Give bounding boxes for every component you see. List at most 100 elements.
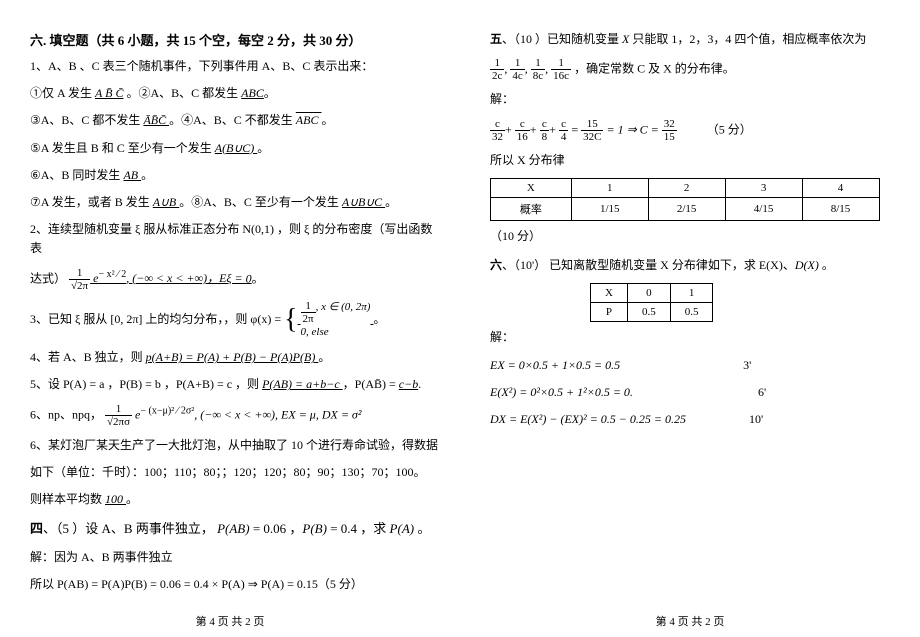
- e6d: 15: [662, 131, 677, 143]
- s5-title-text: 、（10 ）已知随机变量 X 只能取 1，2，3，4 四个值，相应概率依次为: [502, 32, 866, 46]
- q5-line: 5、设 P(A) = a ，P(B) = b ，P(A+B) = c ，则 P(…: [30, 375, 440, 394]
- piecewise-body: 1 2π , x ∈ (0, 2π) 0, else: [301, 300, 371, 341]
- q6-frac: 1 √2πσ: [105, 403, 132, 428]
- t1h1: 1: [571, 178, 648, 197]
- q1-intro: 1、A、B 、C 表三个随机事件，下列事件用 A、B、C 表示出来：: [30, 57, 440, 76]
- q2-line-a: 2、连续型随机变量 ξ 服从标准正态分布 N(0,1) ，则 ξ 的分布密度（写…: [30, 220, 440, 258]
- t1r4: 8/15: [802, 197, 879, 220]
- q5-ans2: c−b: [399, 377, 418, 391]
- q1-2-ans: ABC: [241, 86, 264, 100]
- q1-row2: ③A、B、C 都不发生 ĀB̄C̄ 。④A、B、C 不都发生 ABC 。: [30, 111, 440, 130]
- q3-p2-cond: else: [309, 326, 329, 338]
- f1n: 1: [490, 57, 504, 70]
- s6-l2: E(X²) = 0²×0.5 + 1²×0.5 = 0. 6': [490, 383, 900, 402]
- q1-1-text: ①仅 A 发生: [30, 86, 92, 100]
- e4n: c: [559, 118, 569, 131]
- q1-row3: ⑤A 发生且 B 和 C 至少有一个发生 A(B∪C) 。: [30, 139, 440, 158]
- q1-7-ans: A∪B: [153, 195, 179, 209]
- t1h2: 2: [648, 178, 725, 197]
- t1h0: X: [491, 178, 572, 197]
- s5-solve-label: 解：: [490, 90, 900, 109]
- e1d: 32: [490, 131, 505, 143]
- q4-text: 4、若 A、B 独立，则: [30, 350, 143, 364]
- section-six-title: 六. 填空题（共 6 小题，共 15 个空，每空 2 分，共 30 分）: [30, 30, 440, 49]
- f4d: 16c: [551, 70, 571, 82]
- s5-score2: （10 分）: [490, 227, 900, 246]
- q3-a: 3、已知 ξ 服从 [0, 2π] 上的均匀分布，，则 φ(x) =: [30, 312, 281, 326]
- q7-ans: 100: [105, 492, 126, 506]
- q6-sup: − (x−μ)² ⁄ 2σ²: [140, 405, 194, 416]
- q1-8-ans: A∪B∪C: [342, 195, 385, 209]
- table-row: P 0.5 0.5: [591, 303, 713, 322]
- q1-5-ans: A(B∪C): [215, 141, 257, 155]
- s5-fracs: 12c, 14c, 18c, 116c ，确定常数 C 及 X 的分布律。: [490, 57, 900, 82]
- s6-l1: EX = 0×0.5 + 1×0.5 = 0.5 3': [490, 356, 900, 375]
- q5-a: 5、设 P(A) = a ，P(B) = b ，P(A+B) = c ，则: [30, 377, 259, 391]
- s4-title: 四四、（5 ）设 A、B 两事件独立， P(AB) = 0.06 ，P(B) =…: [30, 519, 440, 540]
- e3d: 8: [540, 131, 550, 143]
- e5d: 32C: [581, 131, 603, 143]
- s6-l1-score: 3': [743, 358, 751, 372]
- q2-frac: 1 √2π: [69, 267, 90, 292]
- q3-p1-num: 1: [301, 300, 316, 313]
- s4-l1: 解：因为 A、B 两事件独立: [30, 548, 440, 567]
- q6-num: 1: [105, 403, 132, 416]
- s5-score: （5 分）: [707, 122, 752, 136]
- dist-table-2: X 0 1 P 0.5 0.5: [590, 283, 713, 322]
- page-container: 六. 填空题（共 6 小题，共 15 个空，每空 2 分，共 30 分） 1、A…: [0, 0, 920, 637]
- s6-title-text: 、（10'） 已知离散型随机变量 X 分布律如下，求 E(X)、D(X) 。: [502, 258, 834, 272]
- q5-mid: ，P(AB̄) =: [343, 377, 399, 391]
- s4-l2: 所以 P(AB) = P(A)P(B) = 0.06 = 0.4 × P(A) …: [30, 575, 440, 594]
- q3-p1-cond: , x ∈ (0, 2π): [316, 301, 371, 313]
- q7-b: 如下（单位：千时）：100；110；80；；120；120；80；90；130；…: [30, 463, 440, 482]
- s6-l3: DX = E(X²) − (EX)² = 0.5 − 0.25 = 0.25 1…: [490, 410, 900, 429]
- left-footer: 第 4 页 共 2 页: [0, 613, 460, 629]
- right-column: 五、（10 ）已知随机变量 X 只能取 1，2，3，4 四个值，相应概率依次为 …: [460, 0, 920, 637]
- f3n: 1: [531, 57, 545, 70]
- q1-6-ans: AB: [123, 168, 141, 182]
- t2r1c0: X: [591, 284, 628, 303]
- brace-icon: {: [284, 306, 297, 334]
- e1n: c: [490, 118, 505, 131]
- q1-1-ans: A B̄ C̄: [95, 86, 123, 100]
- table-row: 概率 1/15 2/15 4/15 8/15: [491, 197, 880, 220]
- s6-l2-eq: E(X²) = 0²×0.5 + 1²×0.5 = 0.: [490, 385, 633, 399]
- t2r2c0: P: [591, 303, 628, 322]
- q2-line-b: 达式） 1 √2π e− x² ⁄ 2, (−∞ < x < +∞)，Eξ = …: [30, 267, 440, 292]
- q1-6-text: ⑥A、B 同时发生: [30, 168, 120, 182]
- q2-b-text: 达式）: [30, 271, 66, 285]
- q6-a: 6、np、npq，: [30, 407, 102, 421]
- dist-table-1: X 1 2 3 4 概率 1/15 2/15 4/15 8/15: [490, 178, 880, 221]
- q6-line: 6、np、npq， 1 √2πσ e− (x−μ)² ⁄ 2σ², (−∞ < …: [30, 403, 440, 428]
- s5-tail: ，确定常数 C 及 X 的分布律。: [574, 62, 735, 76]
- q1-8-text: 。⑧A、B、C 至少有一个发生: [179, 195, 339, 209]
- e2d: 16: [515, 131, 530, 143]
- q1-7-text: ⑦A 发生，或者 B 发生: [30, 195, 150, 209]
- e5n: 15: [581, 118, 603, 131]
- q7-d: 。: [126, 492, 138, 506]
- s6-title: 六、（10'） 已知离散型随机变量 X 分布律如下，求 E(X)、D(X) 。: [490, 256, 900, 275]
- q2-num: 1: [69, 267, 90, 280]
- q2-tail: , (−∞ < x < +∞)，Eξ =: [126, 271, 242, 285]
- s6-l2-score: 6': [758, 385, 766, 399]
- t1h3: 3: [725, 178, 802, 197]
- e2n: c: [515, 118, 530, 131]
- q4-ans: p(A+B) = P(A) + P(B) − P(A)P(B): [146, 350, 319, 364]
- q7-a: 6、某灯泡厂某天生产了一大批灯泡，从中抽取了 10 个进行寿命试验，得数据: [30, 436, 440, 455]
- s5-eq: c32+ c16+ c8+ c4 = 1532C = 1 ⇒ C = 3215 …: [490, 118, 900, 143]
- q3-piecewise: { 1 2π , x ∈ (0, 2π) 0, else: [284, 312, 373, 326]
- t1r3: 4/15: [725, 197, 802, 220]
- t1r2: 2/15: [648, 197, 725, 220]
- q1-5-text: ⑤A 发生且 B 和 C 至少有一个发生: [30, 141, 212, 155]
- s5-tab-label: 所以 X 分布律: [490, 151, 900, 170]
- t2r2c1: 0.5: [627, 303, 670, 322]
- right-footer: 第 4 页 共 2 页: [460, 613, 920, 629]
- q1-4-text: 。④A、B、C 不都发生: [169, 113, 293, 127]
- t2r2c2: 0.5: [670, 303, 713, 322]
- q1-3-text: ③A、B、C 都不发生: [30, 113, 140, 127]
- q3-line: 3、已知 ξ 服从 [0, 2π] 上的均匀分布，，则 φ(x) = { 1 2…: [30, 300, 440, 341]
- table-row: X 1 2 3 4: [491, 178, 880, 197]
- table-row: X 0 1: [591, 284, 713, 303]
- q6-tail: , (−∞ < x < +∞), EX = μ, DX = σ²: [194, 407, 361, 421]
- q3-p2: 0,: [301, 326, 309, 338]
